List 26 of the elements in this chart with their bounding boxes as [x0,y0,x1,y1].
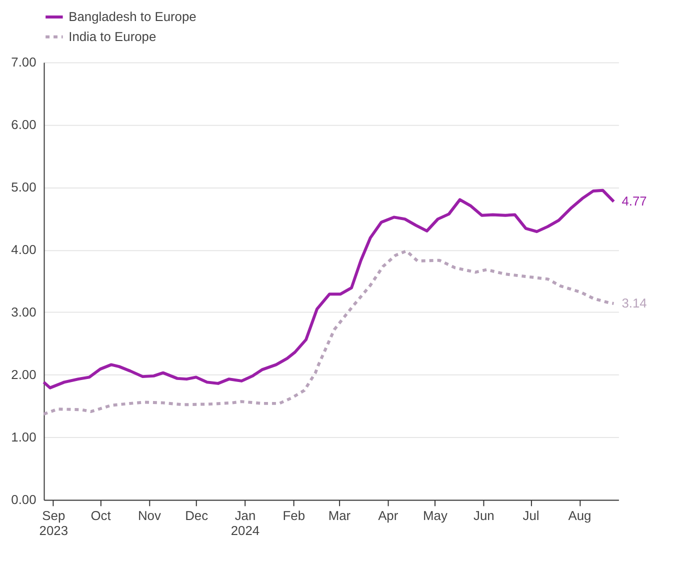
legend-label: Bangladesh to Europe [68,8,196,24]
x-tick-label: Aug [568,508,592,524]
annotation: 3.14 [622,295,647,310]
legend-label: India to Europe [68,28,156,44]
x-tick-label: Oct [90,508,112,524]
y-tick-label: 0.00 [11,492,36,508]
annotation: 4.77 [622,194,647,209]
x-tick-label: May [423,508,448,524]
y-tick-label: 1.00 [11,430,36,445]
x-tick-label: Jun [474,508,494,524]
line-series [42,249,616,416]
x-tick-label: Jul [522,508,540,524]
x-tick-label: Apr [378,508,399,524]
y-tick-label: 5.00 [11,180,36,195]
y-tick-label: 6.00 [11,117,36,132]
x-tick-label: Mar [328,508,352,524]
x-tick-label: Nov [138,508,162,524]
y-tick-label: 4.00 [11,242,36,258]
x-tick-label: Dec [185,508,209,524]
x-tick-label: Jan 2024 [230,508,260,538]
y-tick-label: 3.00 [11,304,36,320]
y-tick-label: 2.00 [11,367,36,382]
y-tick-label: 7.00 [11,54,36,70]
x-tick-label: Feb [282,508,306,524]
x-tick-label: Sep 2023 [39,508,68,538]
line-series [42,188,616,390]
